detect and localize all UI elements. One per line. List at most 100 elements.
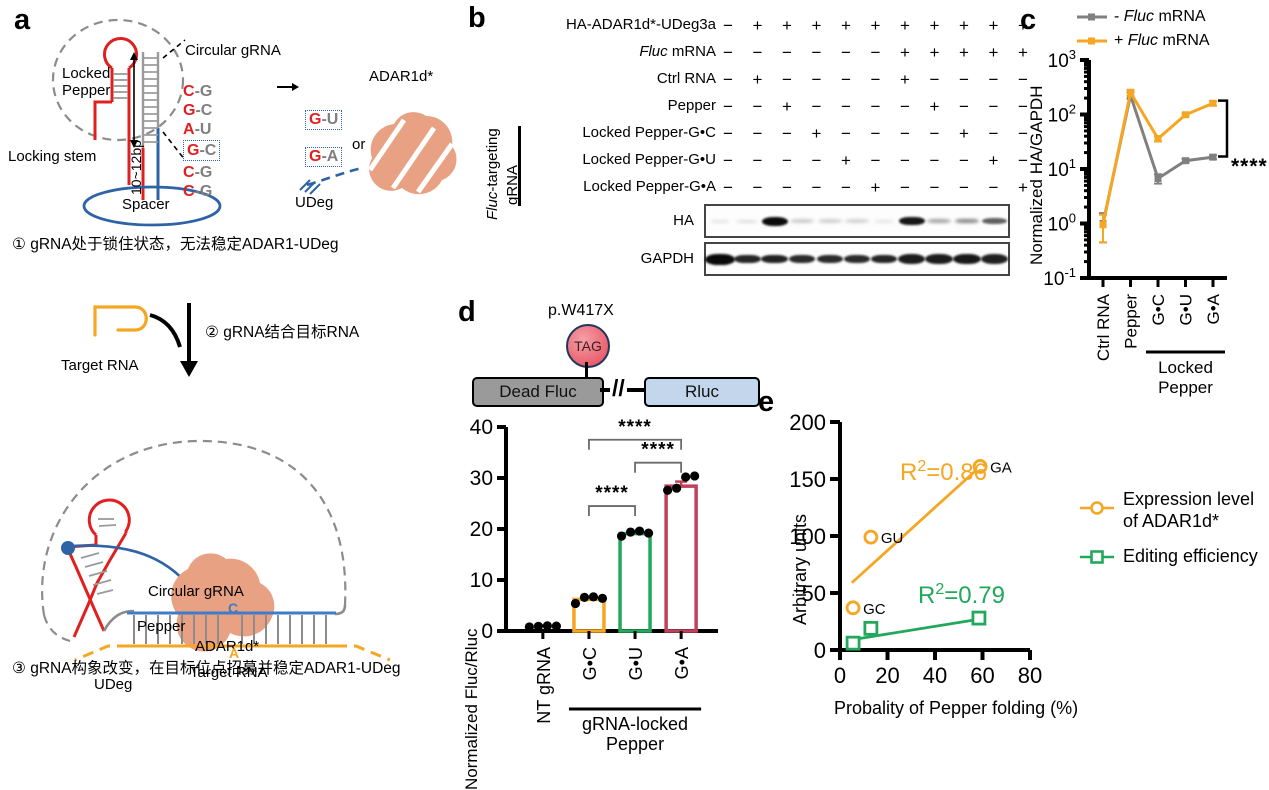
blot-band bbox=[704, 253, 735, 265]
a-base-label: A bbox=[229, 645, 240, 661]
blot-band bbox=[816, 254, 843, 264]
blot-band bbox=[733, 254, 761, 264]
condition-sign: − bbox=[782, 124, 792, 143]
ha-blot-image bbox=[704, 204, 1010, 238]
rluc-label: Rluc bbox=[684, 382, 719, 401]
x-tick-label: G•C bbox=[580, 647, 600, 680]
condition-sign: − bbox=[811, 43, 822, 62]
condition-sign: − bbox=[752, 178, 763, 197]
condition-sign: − bbox=[959, 151, 969, 170]
condition-sign: + bbox=[900, 16, 910, 35]
legend-label-expression: Expression level of ADAR1d* bbox=[1123, 489, 1255, 531]
x-tick-label: G•A bbox=[672, 647, 692, 679]
data-point-label: GC bbox=[863, 601, 886, 618]
panel-e-legend: Expression level of ADAR1d* Editing effi… bbox=[1080, 488, 1269, 567]
condition-sign: + bbox=[988, 16, 999, 35]
x-tick-label: 80 bbox=[1018, 663, 1042, 688]
condition-sign: + bbox=[900, 43, 910, 62]
condition-sign: + bbox=[870, 16, 881, 35]
condition-sign: + bbox=[752, 70, 763, 89]
condition-sign: − bbox=[723, 151, 733, 170]
panel-c-letter: c bbox=[1020, 4, 1037, 36]
condition-sign: − bbox=[900, 151, 910, 170]
condition-sign: + bbox=[959, 43, 969, 62]
blot-band bbox=[761, 254, 789, 264]
dead-fluc-box: Dead Fluc bbox=[472, 377, 604, 407]
condition-sign: − bbox=[929, 151, 940, 170]
step3-caption: ③ gRNA构象改变，在目标位点招募并稳定ADAR1-UDeg bbox=[12, 660, 401, 677]
base-pair: C-G bbox=[183, 164, 213, 181]
condition-sign: + bbox=[782, 16, 792, 35]
legend-label: + Fluc mRNA bbox=[1114, 32, 1210, 49]
svg-text:101: 101 bbox=[1048, 156, 1076, 181]
y-tick-label: 20 bbox=[470, 518, 493, 541]
data-point-label: GA bbox=[990, 459, 1012, 476]
x-tick-label: G•U bbox=[1177, 294, 1196, 325]
condition-sign: − bbox=[988, 124, 999, 143]
condition-sign: − bbox=[988, 178, 999, 197]
y-tick-label: 200 bbox=[789, 410, 826, 435]
panel-a-top-schematic bbox=[51, 18, 457, 227]
reporter-construct: p.W417X TAG Dead Fluc // Rluc bbox=[440, 290, 760, 407]
y-tick-label: 0 bbox=[481, 620, 493, 643]
pepper-label-bottom: Pepper bbox=[137, 618, 186, 635]
condition-sign: + bbox=[752, 16, 763, 35]
condition-sign: + bbox=[1018, 16, 1028, 35]
condition-sign: − bbox=[841, 43, 851, 62]
blot-band bbox=[789, 254, 816, 264]
x-group-label: gRNA-locked bbox=[582, 714, 688, 734]
condition-sign: − bbox=[752, 151, 763, 170]
condition-sign: − bbox=[870, 97, 881, 116]
condition-sign: − bbox=[900, 97, 910, 116]
x-tick-label: 40 bbox=[923, 663, 947, 688]
row-label: HA-ADAR1d*-UDeg3a bbox=[565, 16, 716, 33]
x-tick-label: G•U bbox=[626, 647, 646, 680]
condition-sign: + bbox=[1018, 178, 1028, 197]
condition-sign: − bbox=[782, 70, 792, 89]
y-tick-label: 150 bbox=[789, 467, 826, 492]
condition-sign: − bbox=[959, 178, 969, 197]
condition-sign: − bbox=[723, 178, 733, 197]
condition-sign: − bbox=[929, 124, 940, 143]
legend-item-expression: Expression level of ADAR1d* bbox=[1080, 488, 1269, 532]
condition-sign: − bbox=[929, 70, 940, 89]
y-tick-label: 10 bbox=[470, 569, 493, 592]
condition-sign: − bbox=[723, 70, 733, 89]
svg-text:103: 103 bbox=[1048, 47, 1076, 72]
x-group-label: Pepper bbox=[1158, 378, 1213, 397]
base-pair: A-U bbox=[183, 121, 212, 138]
blot-band bbox=[844, 254, 870, 264]
panel-c-significance: **** bbox=[1231, 155, 1268, 178]
svg-text:100: 100 bbox=[1048, 211, 1076, 236]
r-squared-annotation-expression: R2=0.86 bbox=[900, 458, 987, 486]
tag-codon-text: TAG bbox=[574, 338, 602, 354]
condition-sign: − bbox=[841, 124, 851, 143]
panel-b-letter: b bbox=[468, 2, 486, 34]
condition-sign: − bbox=[959, 70, 969, 89]
tag-stem bbox=[585, 362, 588, 380]
svg-text:102: 102 bbox=[1048, 102, 1076, 127]
condition-sign: + bbox=[870, 178, 881, 197]
row-label: Fluc mRNA bbox=[639, 43, 716, 60]
condition-sign: − bbox=[811, 70, 822, 89]
blot-band bbox=[952, 254, 981, 264]
y-tick-label: 40 bbox=[470, 416, 493, 439]
x-tick-label: Ctrl RNA bbox=[1094, 293, 1113, 361]
y-tick-label: 0 bbox=[814, 638, 826, 663]
condition-sign: − bbox=[811, 97, 822, 116]
condition-sign: − bbox=[870, 43, 881, 62]
condition-sign: + bbox=[782, 97, 792, 116]
legend-label: - Fluc mRNA bbox=[1114, 8, 1206, 25]
or-label: or bbox=[352, 136, 366, 153]
blot-band bbox=[871, 254, 898, 264]
blot-band bbox=[898, 254, 926, 264]
row-label: Locked Pepper-G•C bbox=[582, 124, 716, 141]
x-tick-label: G•A bbox=[1204, 293, 1223, 324]
data-point-label: GU bbox=[881, 530, 904, 547]
condition-sign: + bbox=[811, 16, 822, 35]
condition-sign: + bbox=[929, 43, 940, 62]
condition-sign: − bbox=[1018, 151, 1028, 170]
panel-e-letter: e bbox=[758, 386, 775, 418]
target-base-pair-gu: G-U bbox=[305, 110, 343, 130]
